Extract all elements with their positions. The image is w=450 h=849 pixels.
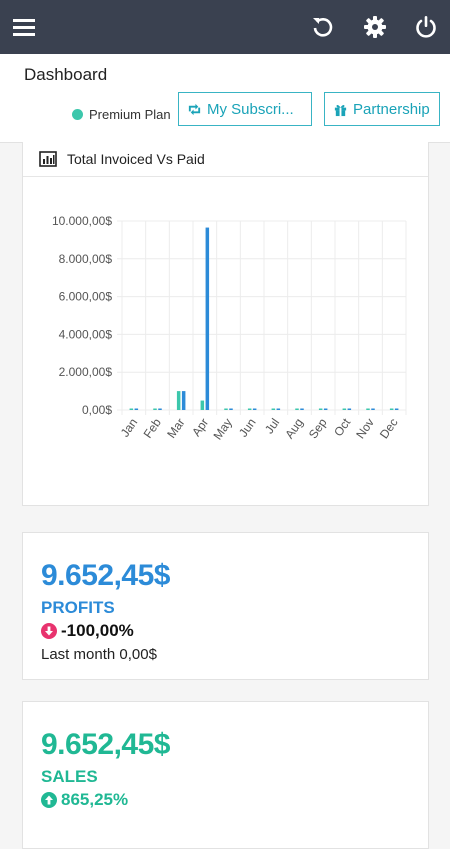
chart-bar: [247, 408, 252, 410]
x-tick-label: Mar: [164, 416, 187, 441]
plan-label: Premium Plan: [89, 107, 171, 122]
x-tick-label: Apr: [189, 416, 211, 439]
x-tick-label: Sep: [306, 415, 330, 441]
chart-bar: [323, 408, 328, 410]
x-tick-label: Feb: [141, 415, 165, 440]
chart-bar: [276, 408, 281, 410]
chart-bar: [318, 408, 323, 410]
sales-change: 865,25%: [41, 790, 128, 810]
gift-icon: [334, 104, 347, 116]
chart-bar: [224, 408, 228, 410]
chart-bar: [371, 408, 375, 410]
chart-bar: [389, 408, 394, 410]
chart-card-title: Total Invoiced Vs Paid: [67, 151, 205, 167]
y-tick-label: 8.000,00$: [59, 252, 113, 266]
chart-bar: [295, 408, 299, 410]
chart-bar: [200, 400, 205, 410]
chart-bar: [300, 408, 304, 410]
x-tick-label: Nov: [353, 416, 377, 442]
x-tick-label: Dec: [377, 416, 401, 442]
arrow-up-circle-icon: [41, 792, 57, 808]
top-app-bar: [0, 0, 450, 54]
page-title: Dashboard: [24, 65, 108, 84]
chart-bar: [394, 408, 399, 410]
chart-bar: [134, 408, 139, 410]
chart-bar: [366, 408, 370, 410]
plan-status-dot: [72, 109, 83, 120]
y-tick-label: 2.000,00$: [59, 365, 113, 379]
invoiced-vs-paid-chart: 0,00$ 2.000,00$ 4.000,00$ 6.000,00$ 8.000,00…: [52, 214, 407, 443]
chart-bar: [205, 227, 210, 410]
menu-icon[interactable]: [11, 14, 37, 40]
x-tick-label: Jun: [236, 416, 259, 440]
x-tick-label: May: [210, 416, 234, 443]
x-tick-label: Jul: [262, 416, 282, 437]
y-tick-label: 4.000,00$: [59, 327, 113, 341]
profits-change-value: -100,00%: [61, 621, 134, 640]
arrow-down-circle-icon: [41, 623, 57, 639]
sales-card: 9.652,45$ SALES 865,25%: [22, 701, 429, 849]
refresh-icon[interactable]: [310, 14, 336, 40]
y-tick-label: 10.000,00$: [52, 214, 112, 228]
plan-status: Premium Plan: [72, 107, 171, 122]
chart-bar: [347, 408, 352, 410]
settings-gear-icon[interactable]: [362, 14, 388, 40]
sales-change-value: 865,25%: [61, 790, 129, 809]
bar-chart-icon: [39, 151, 57, 167]
dashboard-header: Dashboard Premium Plan My Subscri... Par…: [0, 54, 450, 143]
x-tick-label: Jan: [118, 416, 141, 440]
partnership-label: Partnership: [353, 100, 430, 118]
chart-bar: [153, 408, 157, 410]
y-tick-label: 6.000,00$: [59, 290, 113, 304]
invoiced-vs-paid-card: Total Invoiced Vs Paid 0,00$ 2.000,00$ 4.0…: [22, 142, 429, 506]
profits-label: PROFITS: [41, 598, 115, 617]
partnership-button[interactable]: Partnership: [324, 92, 440, 126]
retweet-icon: [188, 103, 201, 115]
x-tick-label: Aug: [282, 416, 306, 442]
chart-bar: [252, 408, 257, 410]
x-tick-label: Oct: [331, 415, 354, 439]
profits-change: -100,00%: [41, 621, 134, 641]
chart-bar: [271, 408, 276, 410]
chart-bar: [342, 408, 347, 410]
my-subscription-button[interactable]: My Subscri...: [178, 92, 312, 126]
my-subscription-label: My Subscri...: [207, 100, 294, 118]
chart-bar: [129, 408, 134, 410]
sales-value: 9.652,45$: [41, 728, 170, 761]
chart-bar: [181, 391, 186, 410]
sales-label: SALES: [41, 767, 98, 786]
y-tick-label: 0,00$: [82, 403, 112, 417]
chart-bar: [158, 408, 162, 410]
chart-bar: [176, 391, 181, 410]
profits-value: 9.652,45$: [41, 559, 170, 592]
power-icon[interactable]: [413, 14, 439, 40]
chart-card-header: Total Invoiced Vs Paid: [23, 142, 428, 177]
profits-card: 9.652,45$ PROFITS -100,00% Last month 0,…: [22, 532, 429, 680]
profits-last-month: Last month 0,00$: [41, 646, 157, 663]
chart-bar: [229, 408, 233, 410]
